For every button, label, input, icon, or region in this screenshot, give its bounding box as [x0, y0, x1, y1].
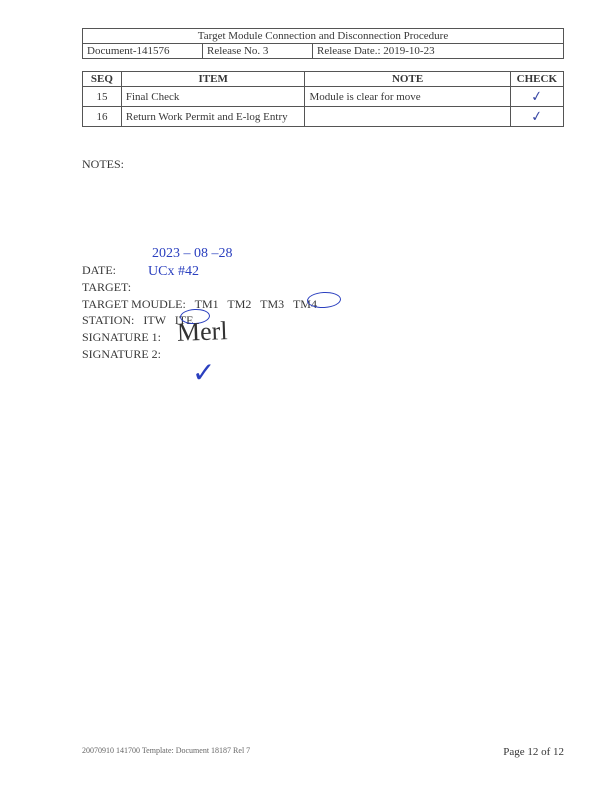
- header-doc: Document-141576: [83, 44, 203, 59]
- cell-note: [305, 107, 510, 127]
- form-block: 2023 – 08 –28 DATE: UCx #42 TARGET: TARG…: [82, 262, 564, 363]
- station-row: STATION: ITW ITE: [82, 312, 564, 329]
- header-title: Target Module Connection and Disconnecti…: [83, 29, 564, 44]
- signature-1: Merl: [176, 313, 228, 351]
- notes-label: NOTES:: [82, 157, 564, 172]
- cell-item: Final Check: [121, 87, 305, 107]
- cell-seq: 16: [83, 107, 122, 127]
- sig1-label: SIGNATURE 1:: [82, 329, 564, 346]
- footer: 20070910 141700 Template: Document 18187…: [82, 746, 564, 758]
- module-opts: TM1 TM2 TM3 TM4: [195, 297, 317, 311]
- handwritten-target: UCx #42: [148, 262, 199, 282]
- header-release: Release No. 3: [203, 44, 313, 59]
- module-label: TARGET MOUDLE:: [82, 297, 186, 311]
- footer-template: 20070910 141700 Template: Document 18187…: [82, 746, 250, 758]
- col-check: CHECK: [510, 72, 563, 87]
- station-label: STATION:: [82, 313, 134, 327]
- table-row: 15 Final Check Module is clear for move …: [83, 87, 564, 107]
- handwritten-date: 2023 – 08 –28: [152, 244, 233, 264]
- checkmark-icon: ✓: [530, 107, 544, 125]
- sig2-label: SIGNATURE 2:: [82, 346, 564, 363]
- cell-check: ✓: [510, 107, 563, 127]
- cell-note: Module is clear for move: [305, 87, 510, 107]
- cell-seq: 15: [83, 87, 122, 107]
- table-row: 16 Return Work Permit and E-log Entry ✓: [83, 107, 564, 127]
- checklist-table: SEQ ITEM NOTE CHECK 15 Final Check Modul…: [82, 71, 564, 127]
- col-seq: SEQ: [83, 72, 122, 87]
- cell-item: Return Work Permit and E-log Entry: [121, 107, 305, 127]
- footer-page: Page 12 of 12: [503, 746, 564, 758]
- col-item: ITEM: [121, 72, 305, 87]
- checkmark-icon: ✓: [530, 87, 544, 105]
- header-reldate: Release Date.: 2019-10-23: [313, 44, 564, 59]
- col-note: NOTE: [305, 72, 510, 87]
- cell-check: ✓: [510, 87, 563, 107]
- signature-2: ✓: [192, 354, 215, 393]
- header-table: Target Module Connection and Disconnecti…: [82, 28, 564, 59]
